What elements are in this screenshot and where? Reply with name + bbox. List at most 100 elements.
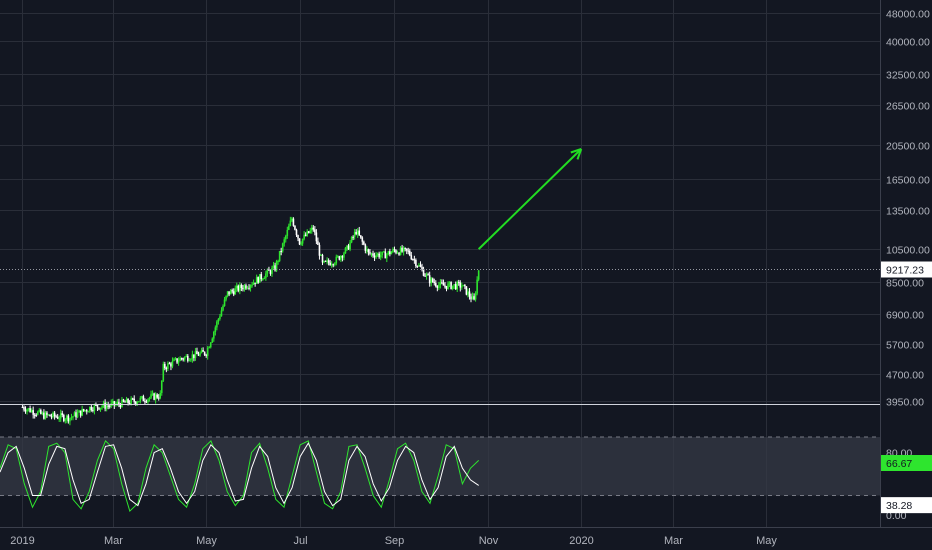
candle-body xyxy=(153,393,155,400)
candle-body xyxy=(240,284,243,288)
candle-body xyxy=(386,254,388,259)
candle-body xyxy=(467,291,469,295)
candle-body xyxy=(220,310,223,317)
candle-body xyxy=(434,283,437,287)
candle-body xyxy=(32,410,34,415)
candle-body xyxy=(44,412,47,419)
candle-body xyxy=(79,410,82,416)
candle-body xyxy=(30,410,33,413)
oscillator-pane[interactable] xyxy=(0,436,880,513)
price-tick-label: 10500.00 xyxy=(886,245,930,257)
candle-body xyxy=(433,282,436,284)
candle-body xyxy=(470,296,472,300)
candle-body xyxy=(27,408,30,410)
candle-body xyxy=(392,249,394,252)
candle-body xyxy=(464,284,466,287)
candle-body xyxy=(387,251,390,255)
candle-body xyxy=(144,401,146,403)
trend-arrow[interactable] xyxy=(477,148,583,250)
candle-body xyxy=(412,259,414,261)
candle-body xyxy=(99,407,102,410)
candle-body xyxy=(356,230,359,235)
candle-body xyxy=(416,265,419,267)
candle-body xyxy=(301,238,304,244)
candle-body xyxy=(428,275,431,284)
candle-body xyxy=(289,220,292,226)
price-tick-label: 32500.00 xyxy=(886,70,930,82)
candle-body xyxy=(269,270,272,274)
arrow-head xyxy=(570,148,582,154)
candle-body xyxy=(408,250,411,256)
candle-body xyxy=(164,363,166,369)
candle-body xyxy=(272,265,275,268)
candle-body xyxy=(379,255,382,258)
candle-body xyxy=(219,316,221,319)
candle-body xyxy=(226,291,229,296)
candle-body xyxy=(29,408,31,413)
candle-body xyxy=(206,347,209,356)
candle-body xyxy=(309,230,312,234)
candle-body xyxy=(211,338,214,343)
candle-body xyxy=(367,249,370,253)
candle-body xyxy=(359,235,362,238)
candle-body xyxy=(335,256,338,264)
price-tick-label: 20500.00 xyxy=(886,141,930,153)
candle-body xyxy=(49,414,51,417)
candle-body xyxy=(168,363,171,365)
candle-body xyxy=(295,229,298,236)
price-tick-label: 40000.00 xyxy=(886,37,930,49)
candle-body xyxy=(378,253,380,258)
candle-body xyxy=(205,354,207,356)
candle-body xyxy=(332,264,335,266)
price-tick-label: 3950.00 xyxy=(886,397,924,409)
candle-body xyxy=(398,252,400,255)
candle-body xyxy=(344,247,347,254)
candle-body xyxy=(186,355,189,361)
candle-body xyxy=(167,363,169,369)
candle-body xyxy=(271,267,273,274)
candle-body xyxy=(310,227,313,231)
candle-body xyxy=(329,262,331,266)
candle-body xyxy=(203,351,206,355)
candle-body xyxy=(442,283,445,286)
candle-body xyxy=(177,361,180,363)
candle-body xyxy=(62,415,65,421)
candle-body xyxy=(82,408,85,411)
price-axis[interactable]: 48000.00 40000.00 32500.00 26500.00 20500.00… xyxy=(881,9,932,409)
candle-body xyxy=(69,418,71,422)
price-candles[interactable] xyxy=(21,216,480,426)
candle-body xyxy=(275,261,278,271)
candle-body xyxy=(404,247,406,249)
candle-body xyxy=(473,296,475,300)
candle-body xyxy=(448,282,451,284)
candle-body xyxy=(430,278,433,284)
candle-body xyxy=(154,394,157,400)
candle-body xyxy=(375,255,377,258)
candle-body xyxy=(382,251,385,253)
candle-body xyxy=(369,252,371,254)
candle-body xyxy=(217,318,220,322)
candle-body xyxy=(288,225,290,230)
candle-body xyxy=(330,264,333,266)
candle-body xyxy=(304,234,307,236)
candle-body xyxy=(222,306,224,311)
candle-body xyxy=(421,267,423,270)
candle-body xyxy=(461,286,463,288)
candle-body xyxy=(438,285,440,288)
candle-body xyxy=(451,285,454,290)
candle-body xyxy=(67,415,70,422)
candle-body xyxy=(474,293,477,300)
candle-body xyxy=(477,270,480,280)
candle-body xyxy=(318,244,321,256)
candle-body xyxy=(55,416,57,418)
candle-body xyxy=(343,253,345,258)
time-tick-label: Mar xyxy=(664,535,683,547)
time-tick-label: 2020 xyxy=(569,535,593,547)
candle-body xyxy=(234,288,237,295)
candle-body xyxy=(209,342,212,348)
candle-body xyxy=(229,290,232,295)
time-axis[interactable]: 2019 Mar May Jul Sep Nov 2020 Mar May xyxy=(10,535,777,547)
candle-body xyxy=(208,347,211,349)
